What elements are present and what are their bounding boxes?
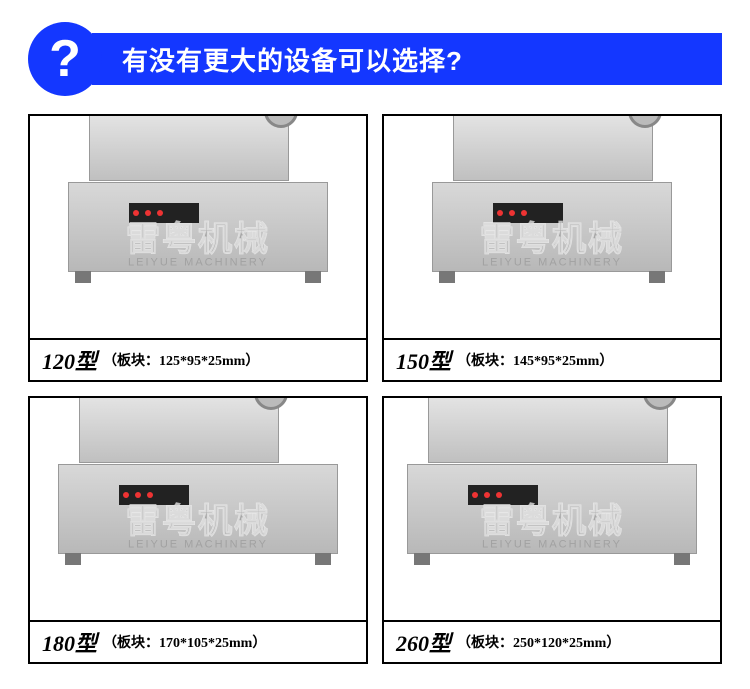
product-grid: 雷粤机械 LEIYUE MACHINERY 120型 （板块：125*95*25… bbox=[28, 114, 722, 664]
model-label: 150型 bbox=[396, 344, 451, 376]
question-mark-glyph: ? bbox=[49, 33, 81, 85]
product-image: 雷粤机械 LEIYUE MACHINERY bbox=[384, 116, 720, 338]
product-caption: 260型 （板块：250*120*25mm） bbox=[384, 620, 720, 662]
machine-illustration bbox=[432, 182, 672, 272]
model-label: 120型 bbox=[42, 344, 97, 376]
product-image: 雷粤机械 LEIYUE MACHINERY bbox=[384, 398, 720, 620]
product-image: 雷粤机械 LEIYUE MACHINERY bbox=[30, 398, 366, 620]
product-caption: 150型 （板块：145*95*25mm） bbox=[384, 338, 720, 380]
machine-illustration bbox=[407, 464, 697, 554]
product-caption: 180型 （板块：170*105*25mm） bbox=[30, 620, 366, 662]
product-card: 雷粤机械 LEIYUE MACHINERY 120型 （板块：125*95*25… bbox=[28, 114, 368, 382]
question-icon: ? bbox=[28, 22, 102, 96]
spec-label: （板块：145*95*25mm） bbox=[457, 350, 613, 370]
model-label: 180型 bbox=[42, 626, 97, 658]
product-card: 雷粤机械 LEIYUE MACHINERY 260型 （板块：250*120*2… bbox=[382, 396, 722, 664]
machine-illustration bbox=[58, 464, 338, 554]
product-card: 雷粤机械 LEIYUE MACHINERY 180型 （板块：170*105*2… bbox=[28, 396, 368, 664]
header-title: 有没有更大的设备可以选择? bbox=[92, 33, 722, 85]
spec-label: （板块：170*105*25mm） bbox=[103, 632, 266, 652]
product-image: 雷粤机械 LEIYUE MACHINERY bbox=[30, 116, 366, 338]
spec-label: （板块：250*120*25mm） bbox=[457, 632, 620, 652]
product-caption: 120型 （板块：125*95*25mm） bbox=[30, 338, 366, 380]
header-bar: ? 有没有更大的设备可以选择? bbox=[28, 22, 722, 96]
product-card: 雷粤机械 LEIYUE MACHINERY 150型 （板块：145*95*25… bbox=[382, 114, 722, 382]
model-label: 260型 bbox=[396, 626, 451, 658]
machine-illustration bbox=[68, 182, 328, 272]
spec-label: （板块：125*95*25mm） bbox=[103, 350, 259, 370]
